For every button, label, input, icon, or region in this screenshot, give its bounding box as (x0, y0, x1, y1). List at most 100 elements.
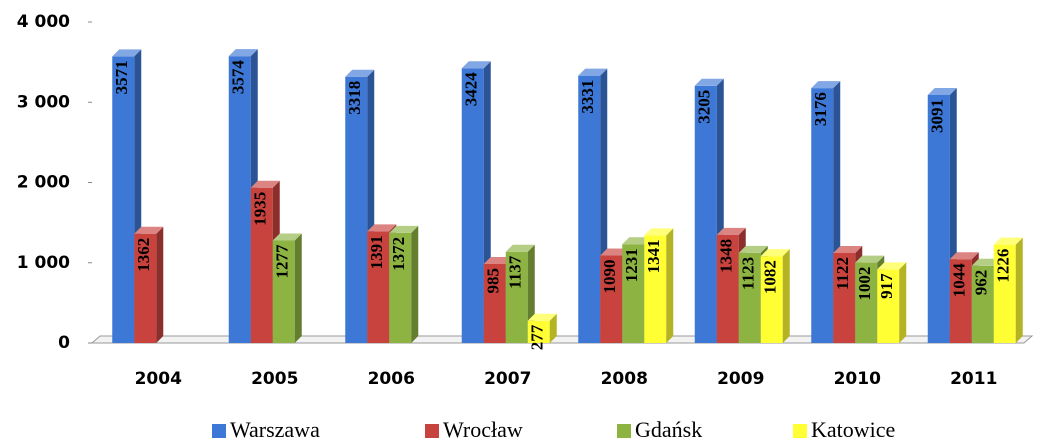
x-tick-label: 2009 (717, 369, 764, 389)
bar (694, 85, 717, 343)
bar-3d (134, 226, 164, 343)
bar-side (411, 225, 419, 343)
bar-top (461, 61, 491, 69)
bar-side (782, 249, 790, 343)
value-label: 3091 (928, 99, 947, 133)
bar-3d (505, 244, 535, 343)
x-tick-label: 2005 (251, 369, 298, 389)
bar (993, 244, 1016, 343)
value-label: 3176 (811, 92, 830, 126)
bar-3d (389, 225, 419, 343)
legend-swatch (425, 424, 439, 438)
legend-label: Gdańsk (635, 417, 702, 442)
value-label: 1090 (600, 260, 619, 294)
bar (345, 76, 368, 343)
bar-top (367, 224, 397, 232)
bar (949, 259, 972, 343)
value-label: 3571 (112, 60, 131, 94)
value-label: 3205 (695, 90, 714, 124)
bar-top (855, 255, 885, 263)
legend-label: Wrocław (443, 417, 523, 442)
bar (738, 252, 761, 343)
bar-top (949, 252, 979, 260)
value-label: 1391 (367, 235, 386, 269)
bar-top (505, 244, 535, 252)
bar-top (389, 225, 419, 233)
bar (112, 56, 135, 344)
legend-swatch (212, 424, 226, 438)
bar (760, 256, 783, 343)
bar (250, 187, 273, 343)
legend-swatch (617, 424, 631, 438)
y-tick-label: 0 (58, 333, 70, 353)
value-label: 985 (484, 268, 503, 294)
bar-side (899, 262, 907, 343)
bar-top (112, 49, 142, 57)
value-label: 1935 (251, 192, 270, 226)
bar-top (134, 226, 164, 234)
value-label: 1002 (855, 267, 874, 301)
bar-top (622, 237, 652, 245)
bar-3d (644, 228, 674, 343)
bar-side (666, 228, 674, 343)
bar-side (294, 233, 302, 343)
bar-top (483, 256, 513, 264)
bar (527, 320, 550, 343)
bar-top (345, 69, 375, 77)
bar (622, 244, 645, 343)
bar-top (228, 49, 258, 57)
bar (461, 68, 484, 343)
bar-3d (927, 87, 957, 343)
bar (716, 234, 739, 343)
y-tick-label: 2 000 (17, 173, 70, 193)
bar (578, 75, 601, 343)
value-label: 3331 (578, 80, 597, 114)
legend-label: Katowice (811, 417, 895, 442)
y-tick-label: 4 000 (17, 12, 70, 32)
bar-top (927, 87, 957, 95)
bar (134, 233, 157, 343)
bar-top (760, 249, 790, 257)
bar (272, 240, 295, 343)
legend-swatch (793, 424, 807, 438)
y-tick-label: 1 000 (17, 253, 70, 273)
bar (971, 265, 994, 343)
bar (483, 263, 506, 343)
bar (367, 231, 390, 343)
value-label: 3424 (462, 72, 481, 107)
value-label: 917 (877, 273, 896, 299)
x-tick-label: 2006 (368, 369, 415, 389)
bar-side (156, 226, 164, 343)
bar-top (578, 68, 608, 76)
value-label: 1277 (273, 244, 292, 279)
bar-top (272, 233, 302, 241)
bar-top (644, 228, 674, 236)
bar-top (716, 227, 746, 235)
x-tick-label: 2004 (135, 369, 182, 389)
value-label: 1226 (994, 249, 1013, 283)
value-label: 1341 (644, 239, 663, 273)
legend-label: Warszawa (230, 417, 320, 442)
bar (811, 88, 834, 343)
bar (833, 252, 856, 343)
value-label: 1137 (506, 255, 525, 289)
value-label: 1044 (950, 263, 969, 298)
bar-3d (527, 313, 557, 343)
bar-top (694, 78, 724, 86)
bar-side (549, 313, 557, 343)
bar (877, 269, 900, 343)
bar (927, 94, 950, 343)
bar-top (971, 258, 1001, 266)
x-tick-label: 2011 (950, 369, 997, 389)
x-tick-label: 2010 (834, 369, 881, 389)
bar-top (833, 245, 863, 253)
value-label: 1123 (739, 257, 758, 290)
value-label: 3318 (345, 81, 364, 115)
bar (644, 235, 667, 343)
bar-3d (877, 262, 907, 343)
value-label: 277 (528, 324, 547, 350)
bar-top (600, 248, 630, 256)
x-tick-label: 2008 (601, 369, 648, 389)
bar-3d (760, 249, 790, 343)
